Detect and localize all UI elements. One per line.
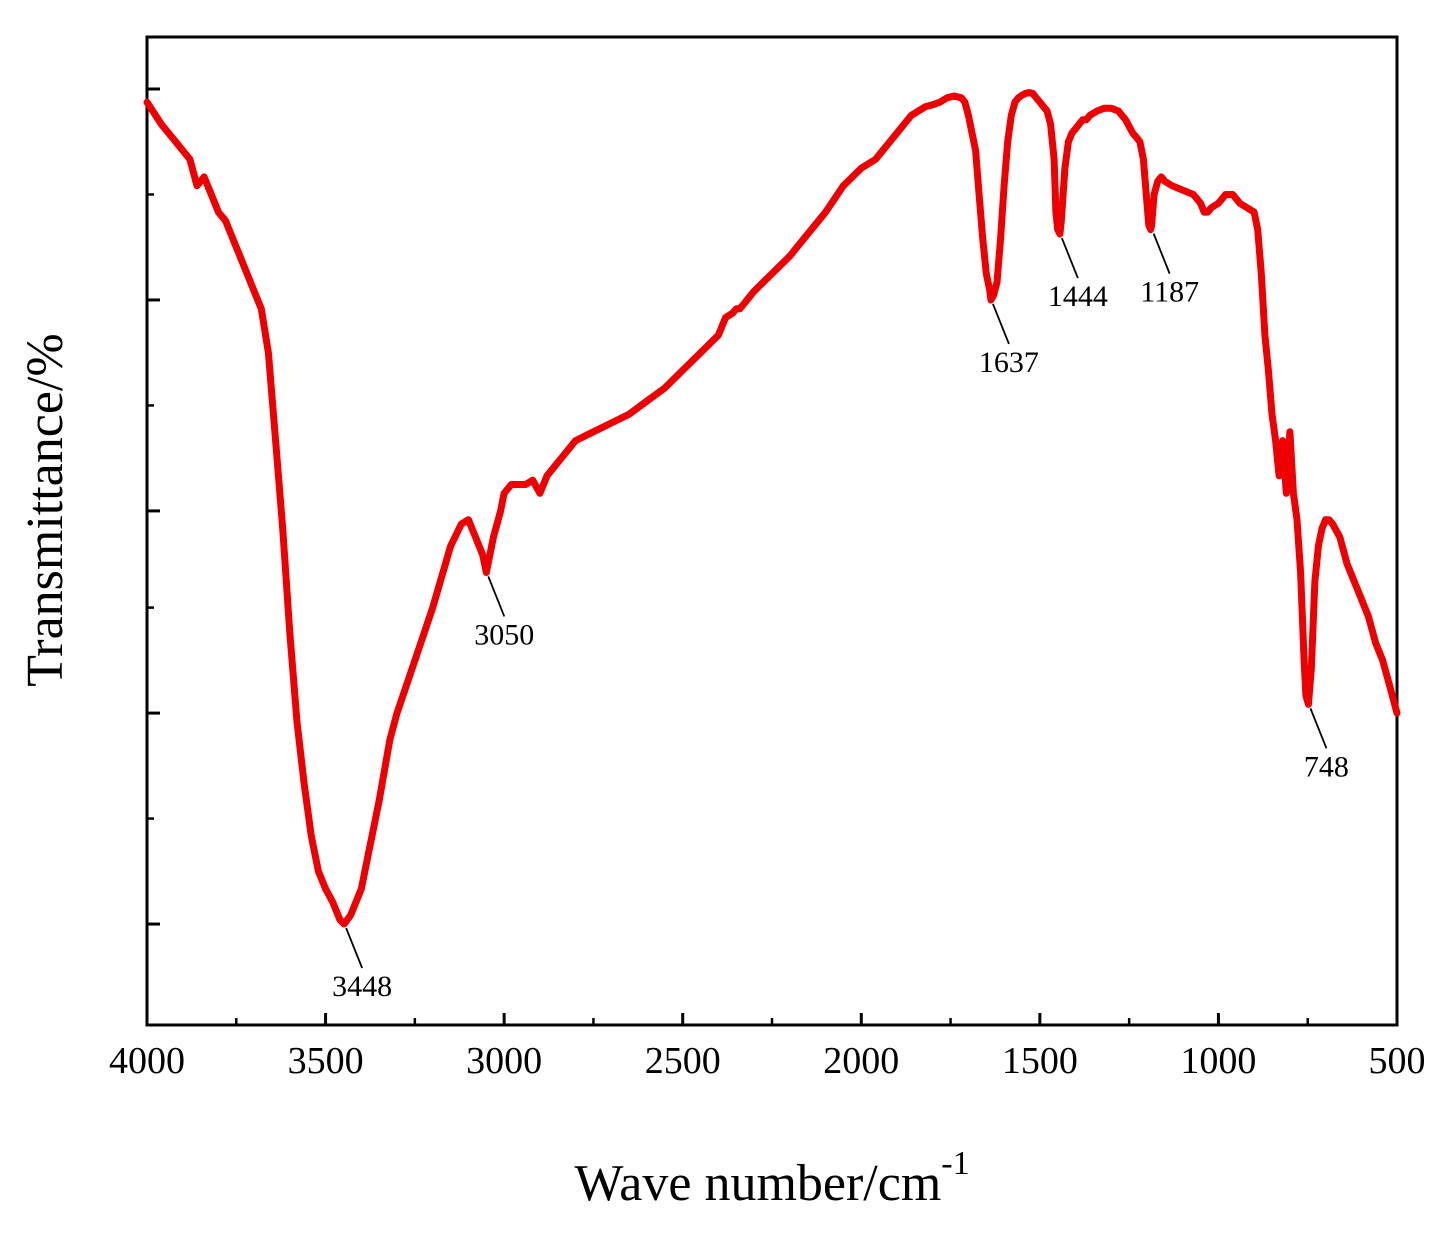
annotation-leader-line [1152,233,1171,274]
x-tick-label: 1000 [1180,1040,1256,1082]
peak-label: 748 [1304,750,1349,783]
x-tick-label: 3000 [466,1040,542,1082]
x-tick-label: 500 [1369,1040,1426,1082]
x-tick-label: 2000 [823,1040,899,1082]
peak-annotations: 3448 3050 1637 1444 1187 748 [332,233,1349,1003]
x-tick-label: 4000 [109,1040,185,1082]
x-tick-label: 1500 [1002,1040,1078,1082]
annotation-leader-line [1309,707,1328,749]
x-axis-title-superscript: -1 [941,1145,969,1182]
peak-label: 1637 [979,346,1039,379]
peak-label: 3448 [332,970,392,1003]
annotation-leader-line [1061,237,1079,279]
annotation-leader-line [992,303,1010,345]
annotation-leader-line [487,576,506,617]
x-axis-title: Wave number/cm-1 [574,1145,969,1212]
plot-frame [145,35,1399,1027]
y-axis-title: Transmittance/% [17,333,74,686]
transmittance-series-line [143,89,1401,928]
peak-label: 1187 [1140,276,1199,309]
annotation-leader-line [345,927,363,969]
x-tick-label: 3500 [288,1040,364,1082]
x-axis-ticks: 4000 3500 3000 2500 2000 1500 1000 500 [109,1013,1426,1082]
x-tick-label: 2500 [645,1040,721,1082]
peak-label: 3050 [474,618,534,651]
peak-label: 1444 [1048,280,1108,313]
x-axis-title-text: Wave number/cm [574,1155,941,1212]
y-axis-ticks [147,87,160,926]
